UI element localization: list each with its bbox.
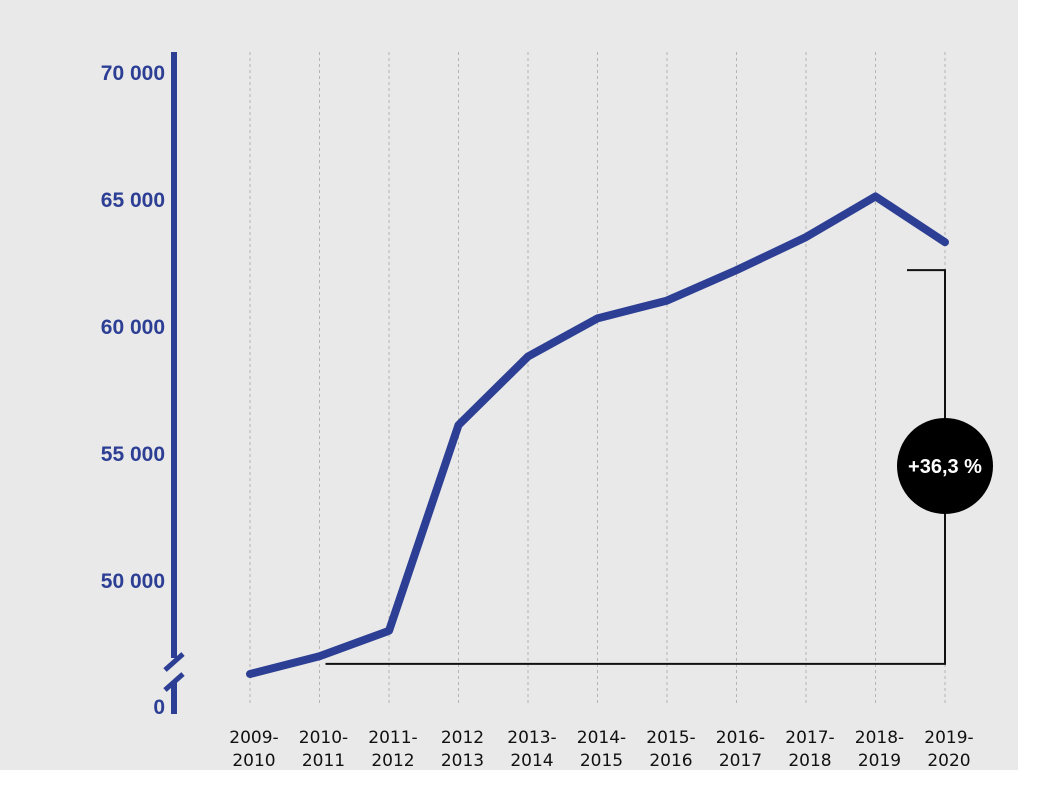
x-tick-label-line: 2013 [441, 751, 484, 770]
x-tick-label-line: 2011- [368, 728, 417, 748]
x-tick-label-line: 2020 [927, 751, 970, 770]
y-tick-label: 65 000 [101, 189, 165, 212]
change-bracket [325, 269, 946, 665]
x-tick-label-line: 2014 [510, 751, 553, 770]
x-tick-label-line: 2013- [507, 728, 556, 748]
y-tick-label: 0 [153, 696, 165, 719]
line-chart: 0 50 000 55 000 60 000 65 000 70 000 2009- 201… [101, 52, 993, 770]
x-tick-label-line: 2019 [858, 751, 901, 770]
gridlines [249, 52, 946, 706]
x-tick-label-line: 2018 [788, 751, 831, 770]
y-tick-labels: 0 50 000 55 000 60 000 65 000 70 000 [101, 62, 165, 719]
x-tick-label-line: 2017 [719, 751, 762, 770]
x-tick-label-9: 2018- 2019 [855, 728, 904, 770]
y-tick-label: 60 000 [101, 316, 165, 339]
x-tick-label-0: 2009- 2010 [229, 728, 278, 770]
x-tick-label-line: 2010 [232, 751, 275, 770]
y-tick-label: 55 000 [101, 443, 165, 466]
x-tick-label-line: 2010- [299, 728, 348, 748]
x-tick-label-line: 2011 [302, 751, 345, 770]
x-tick-label-line: 2017- [785, 728, 834, 748]
series [246, 192, 949, 678]
x-tick-label-line: 2018- [855, 728, 904, 748]
change-bracket-line [325, 269, 946, 665]
x-tick-label-line: 2014- [577, 728, 626, 748]
x-tick-label-5: 2014- 2015 [577, 728, 626, 770]
x-tick-label-8: 2017- 2018 [785, 728, 834, 770]
x-tick-label-line: 2012 [371, 751, 414, 770]
change-badge: +36,3 % [897, 417, 993, 514]
axis-break-mark-upper [163, 652, 185, 672]
x-tick-label-1: 2010- 2011 [299, 728, 348, 770]
x-tick-label-line: 2016- [716, 728, 765, 748]
y-tick-label: 50 000 [101, 570, 165, 593]
x-tick-label-4: 2013- 2014 [507, 728, 556, 770]
x-tick-label-line: 2015 [580, 751, 623, 770]
y-axis [163, 52, 185, 714]
change-badge-label: +36,3 % [908, 456, 982, 478]
x-tick-label-line: 2009- [229, 728, 278, 748]
x-tick-label-line: 2015- [646, 728, 695, 748]
x-tick-labels: 2009- 2010 2010- 2011 2011- 2012 2012 2013 2013-… [229, 728, 973, 770]
x-tick-label-2: 2011- 2012 [368, 728, 417, 770]
x-tick-label-line: 2012 [441, 728, 484, 748]
x-tick-label-7: 2016- 2017 [716, 728, 765, 770]
change-badge-circle [897, 417, 993, 514]
x-tick-label-line: 2016 [649, 751, 692, 770]
x-tick-label-3: 2012 2013 [441, 728, 484, 770]
chart-panel: 0 50 000 55 000 60 000 65 000 70 000 2009- 201… [0, 0, 1018, 770]
axis-break-mark-lower [163, 672, 185, 692]
y-tick-label: 70 000 [101, 62, 165, 85]
x-tick-label-line: 2019- [924, 728, 973, 748]
x-tick-label-6: 2015- 2016 [646, 728, 695, 770]
x-tick-label-10: 2019- 2020 [924, 728, 973, 770]
